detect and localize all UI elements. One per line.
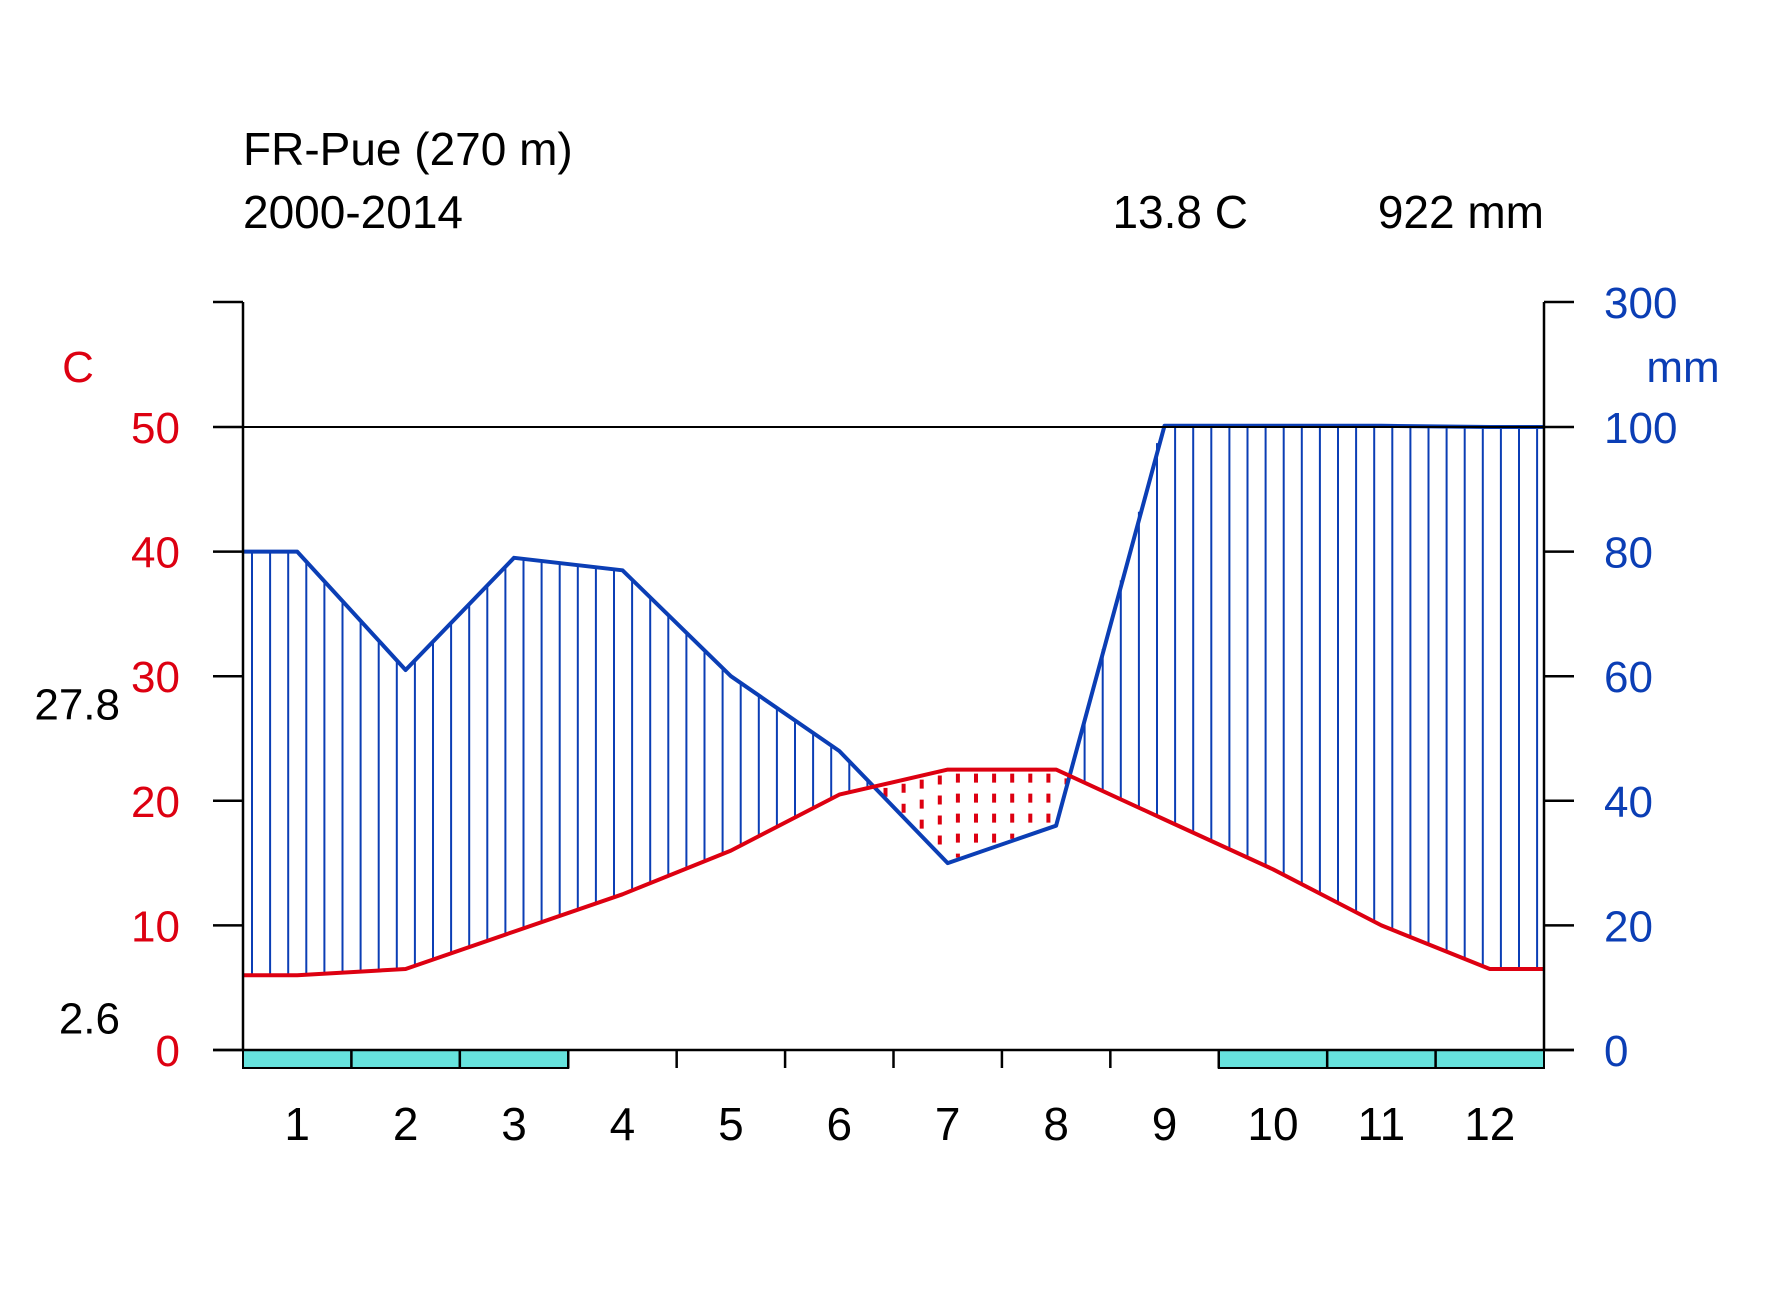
axis-layer	[213, 300, 1574, 1069]
precipitation-unit-label: mm	[1646, 343, 1719, 392]
chart-subtitle: 2000-2014	[243, 186, 463, 238]
precipitation-tick-label-40: 40	[1604, 778, 1653, 827]
temperature-tick-label-30: 30	[131, 653, 180, 702]
month-label-3: 3	[501, 1098, 527, 1150]
precipitation-tick-label-0: 0	[1604, 1027, 1628, 1076]
frost-month-bar-12	[1434, 1049, 1546, 1069]
temperature-tick-label-10: 10	[131, 902, 180, 951]
precipitation-tick-label-60: 60	[1604, 653, 1653, 702]
precipitation-line	[243, 423, 1544, 866]
annual-precipitation-label: 922 mm	[1378, 186, 1544, 238]
precipitation-tick-label-100: 100	[1604, 404, 1677, 453]
frost-month-bar-10	[1217, 1049, 1329, 1069]
temperature-tick-label-50: 50	[131, 404, 180, 453]
month-label-6: 6	[826, 1098, 852, 1150]
temperature-tick-label-0: 0	[156, 1027, 180, 1076]
chart-title: FR-Pue (270 m)	[243, 123, 573, 175]
temperature-tick-label-20: 20	[131, 778, 180, 827]
month-label-5: 5	[718, 1098, 744, 1150]
extreme-temperature-label: 2.6	[59, 995, 120, 1044]
temperature-line	[243, 767, 1544, 978]
month-label-4: 4	[610, 1098, 636, 1150]
hatch-layer	[251, 425, 1539, 976]
frost-month-bar-3	[458, 1049, 570, 1069]
precipitation-tick-label-300: 300	[1604, 279, 1677, 328]
precipitation-tick-label-80: 80	[1604, 529, 1653, 578]
mean-temperature-label: 13.8 C	[1112, 186, 1248, 238]
month-label-12: 12	[1464, 1098, 1515, 1150]
series-layer	[243, 423, 1544, 978]
precipitation-tick-label-20: 20	[1604, 902, 1653, 951]
extreme-temperature-label: 27.8	[34, 681, 120, 730]
month-label-1: 1	[284, 1098, 310, 1150]
month-label-8: 8	[1043, 1098, 1069, 1150]
month-label-9: 9	[1152, 1098, 1178, 1150]
frost-month-bar-2	[350, 1049, 461, 1069]
month-label-10: 10	[1247, 1098, 1298, 1150]
month-label-11: 11	[1357, 1098, 1405, 1150]
temperature-unit-label: C	[62, 343, 94, 392]
month-label-7: 7	[935, 1098, 961, 1150]
temperature-tick-label-40: 40	[131, 529, 180, 578]
frost-month-bar-1	[242, 1049, 353, 1069]
frost-month-bar-11	[1326, 1049, 1437, 1069]
month-label-2: 2	[393, 1098, 419, 1150]
